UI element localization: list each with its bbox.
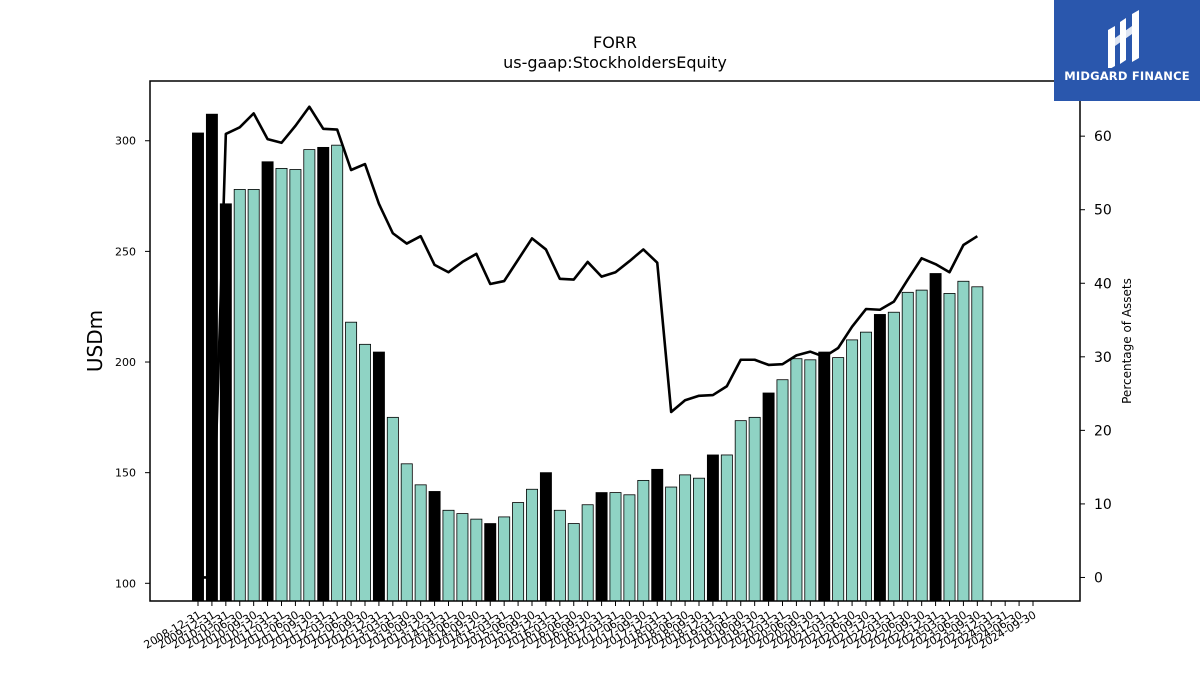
bar — [512, 502, 525, 602]
bar — [665, 486, 678, 602]
y2-axis-label: Percentage of Assets — [1120, 278, 1134, 404]
y-tick-label: 150 — [115, 467, 136, 480]
bar — [484, 523, 497, 602]
bar — [233, 189, 246, 602]
bar — [790, 358, 803, 602]
bar — [359, 343, 371, 602]
chart-title: FORR — [593, 33, 637, 52]
bar — [623, 494, 636, 602]
bar — [748, 416, 761, 602]
bar — [456, 513, 469, 602]
bar — [720, 454, 733, 602]
bar — [595, 492, 608, 602]
bar — [317, 146, 330, 602]
left-axis: 100 150 200 250 300 — [115, 135, 150, 590]
bar — [776, 379, 789, 602]
bar — [192, 132, 204, 602]
bar — [526, 488, 538, 602]
bar — [498, 516, 511, 602]
chart-subtitle: us-gaap:StockholdersEquity — [503, 53, 727, 72]
bar — [247, 189, 260, 602]
bar — [971, 286, 984, 602]
bar — [386, 416, 399, 602]
y2-tick-label: 20 — [1094, 423, 1112, 439]
bar — [887, 311, 900, 602]
bar — [706, 454, 719, 602]
bar — [470, 518, 483, 602]
bar — [804, 359, 817, 602]
bar — [205, 113, 218, 602]
bar — [609, 492, 622, 602]
bar — [400, 463, 413, 602]
y-tick-label: 250 — [115, 245, 136, 258]
percentage-line — [198, 105, 979, 579]
bar — [581, 504, 594, 602]
bar — [553, 509, 566, 602]
brand-logo: MIDGARD FINANCE — [1054, 0, 1200, 101]
bar — [915, 289, 928, 602]
bar — [275, 167, 288, 602]
bar — [414, 484, 427, 602]
bar — [372, 351, 385, 602]
midgard-logo-icon — [1108, 10, 1139, 68]
y-axis-label: USDm — [83, 310, 107, 372]
bar — [651, 468, 664, 602]
bar — [261, 161, 274, 602]
y2-tick-label: 50 — [1094, 203, 1112, 219]
bar — [762, 392, 775, 602]
bar — [442, 509, 455, 602]
bar — [567, 523, 580, 602]
right-axis: 0 10 20 30 40 50 60 — [1080, 129, 1112, 586]
bar — [832, 357, 845, 602]
bar — [345, 321, 358, 602]
bar — [637, 479, 650, 602]
bar — [901, 291, 914, 602]
bar — [289, 169, 302, 602]
bar — [679, 474, 692, 602]
bar — [873, 314, 886, 602]
bar — [303, 149, 316, 602]
x-axis: 2008-12-312009-12-312010-03-312010-06-30… — [142, 601, 1039, 652]
y2-tick-label: 60 — [1094, 129, 1112, 145]
bar — [957, 280, 970, 602]
bar — [846, 339, 859, 602]
y2-tick-label: 0 — [1094, 570, 1103, 586]
bar — [929, 273, 942, 602]
y-tick-label: 100 — [115, 577, 136, 590]
bar — [818, 351, 831, 602]
bar — [734, 420, 747, 602]
bar — [860, 331, 872, 602]
logo-text: MIDGARD FINANCE — [1064, 69, 1190, 83]
y2-tick-label: 30 — [1094, 350, 1112, 366]
y2-tick-label: 10 — [1094, 497, 1112, 513]
bar — [539, 472, 552, 602]
bar — [331, 144, 344, 602]
y-tick-label: 200 — [115, 356, 136, 369]
bar — [428, 491, 441, 602]
bar — [693, 477, 705, 602]
y-tick-label: 300 — [115, 135, 136, 148]
bars-group — [192, 113, 984, 602]
y2-tick-label: 40 — [1094, 276, 1112, 292]
bar — [943, 293, 956, 602]
